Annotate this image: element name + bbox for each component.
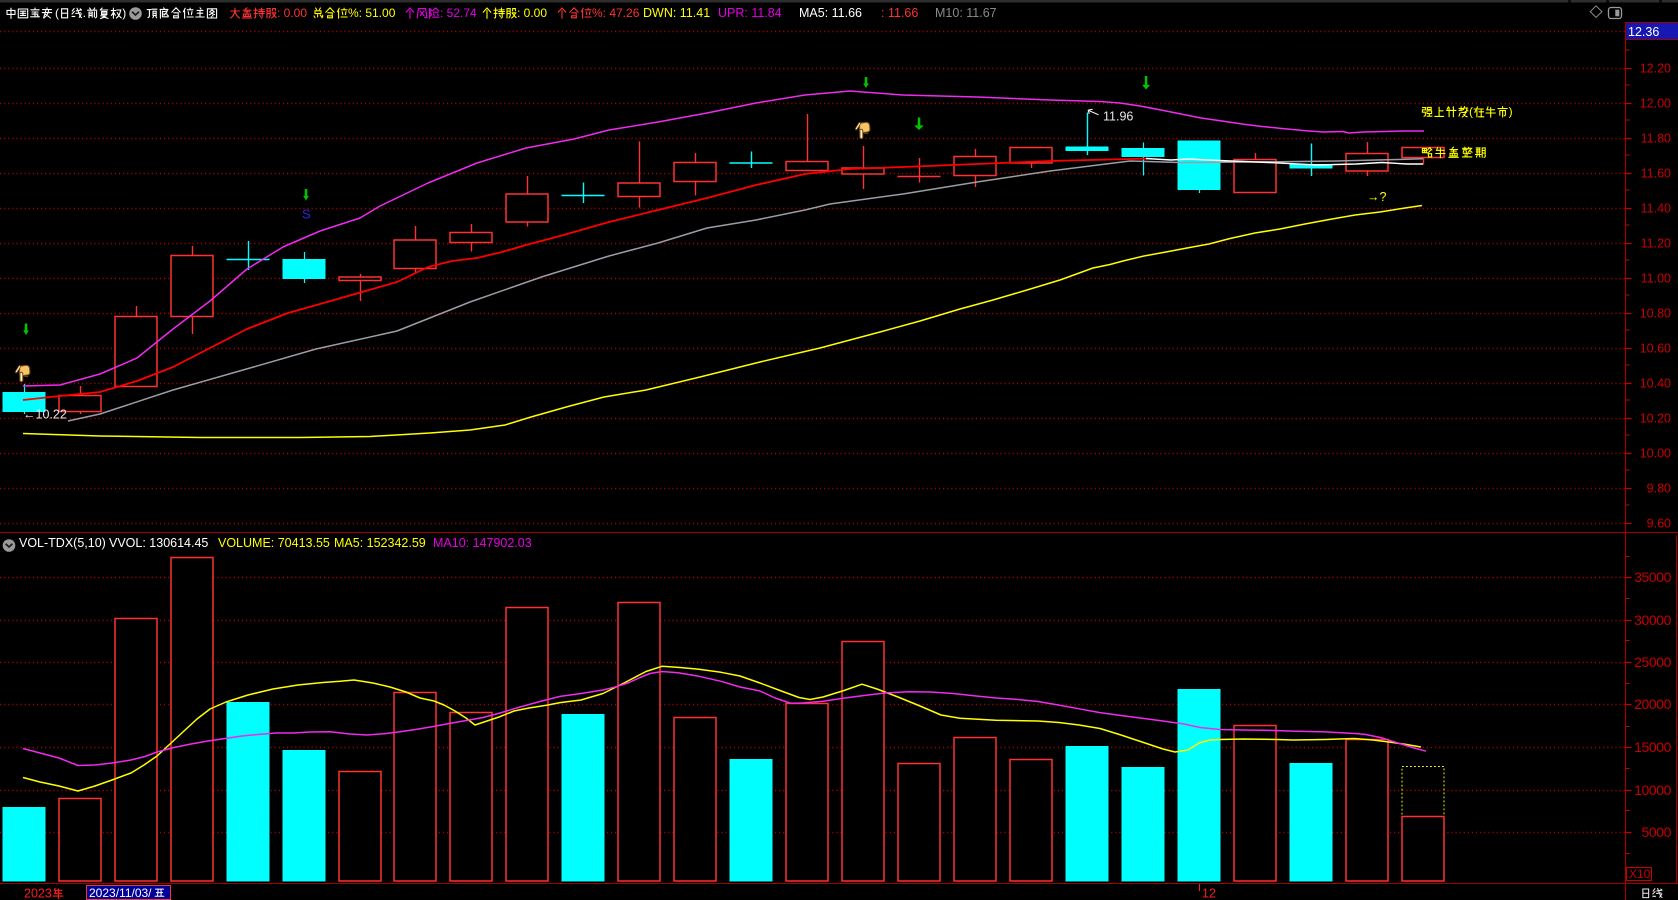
svg-text:: 0.00: : 0.00: [517, 6, 547, 20]
svg-text:11.20: 11.20: [1641, 237, 1671, 251]
svg-text:VVOL: 130614.45: VVOL: 130614.45: [109, 536, 208, 550]
svg-text:35000: 35000: [1634, 569, 1672, 585]
svg-text:MA5: 11.66: MA5: 11.66: [799, 6, 862, 20]
svg-text:%: 47.26: %: 47.26: [592, 6, 640, 20]
svg-text:DWN: 11.41: DWN: 11.41: [643, 6, 710, 20]
svg-text:10.00: 10.00: [1640, 447, 1671, 461]
svg-text:11.60: 11.60: [1641, 167, 1671, 181]
svg-text:2023/11/03/: 2023/11/03/: [89, 886, 152, 900]
svg-text:%: 51.00: %: 51.00: [348, 6, 396, 20]
svg-text:UPR: 11.84: UPR: 11.84: [718, 6, 782, 20]
svg-text:10.60: 10.60: [1640, 342, 1671, 356]
svg-text:MA10: 147902.03: MA10: 147902.03: [433, 536, 532, 550]
svg-text:VOLUME: 70413.55: VOLUME: 70413.55: [218, 536, 330, 550]
svg-text:5000: 5000: [1641, 824, 1671, 840]
svg-text:10.20: 10.20: [1640, 412, 1671, 426]
svg-text:9.80: 9.80: [1647, 482, 1671, 496]
svg-text:10.80: 10.80: [1640, 307, 1671, 321]
svg-text:→?: →?: [1367, 190, 1387, 204]
svg-text:MA5: 152342.59: MA5: 152342.59: [334, 536, 426, 550]
svg-text:15000: 15000: [1634, 739, 1672, 755]
svg-text:10.40: 10.40: [1640, 377, 1671, 391]
svg-text:11.40: 11.40: [1641, 202, 1671, 216]
svg-text:VOL-TDX(5,10): VOL-TDX(5,10): [19, 536, 106, 550]
svg-text:.: .: [83, 6, 86, 20]
svg-text:): ): [1509, 105, 1513, 119]
svg-text:11.96: 11.96: [1103, 110, 1133, 124]
svg-text:11.80: 11.80: [1641, 132, 1671, 146]
svg-text:11.00: 11.00: [1641, 272, 1671, 286]
svg-text:: 0.00: : 0.00: [277, 6, 307, 20]
svg-text:S: S: [302, 207, 311, 222]
svg-text:M10: 11.67: M10: 11.67: [935, 6, 997, 20]
svg-text:X10: X10: [1629, 867, 1651, 881]
svg-text:: 11.66: : 11.66: [881, 6, 918, 20]
svg-text:(: (: [55, 6, 59, 20]
svg-text:12: 12: [1202, 887, 1216, 900]
svg-text:9.60: 9.60: [1647, 517, 1671, 531]
svg-text:): ): [122, 6, 126, 20]
svg-text:10000: 10000: [1634, 782, 1672, 798]
svg-text:25000: 25000: [1634, 654, 1672, 670]
svg-text:12.20: 12.20: [1640, 62, 1671, 76]
svg-text:30000: 30000: [1634, 612, 1672, 628]
svg-text:2023: 2023: [24, 887, 52, 900]
svg-text:(: (: [1469, 105, 1473, 119]
svg-text:: 52.74: : 52.74: [440, 6, 477, 20]
svg-text:12.00: 12.00: [1640, 97, 1671, 111]
svg-text:←10.22: ←10.22: [23, 408, 67, 422]
svg-text:20000: 20000: [1634, 696, 1672, 712]
svg-text:12.36: 12.36: [1628, 25, 1659, 39]
